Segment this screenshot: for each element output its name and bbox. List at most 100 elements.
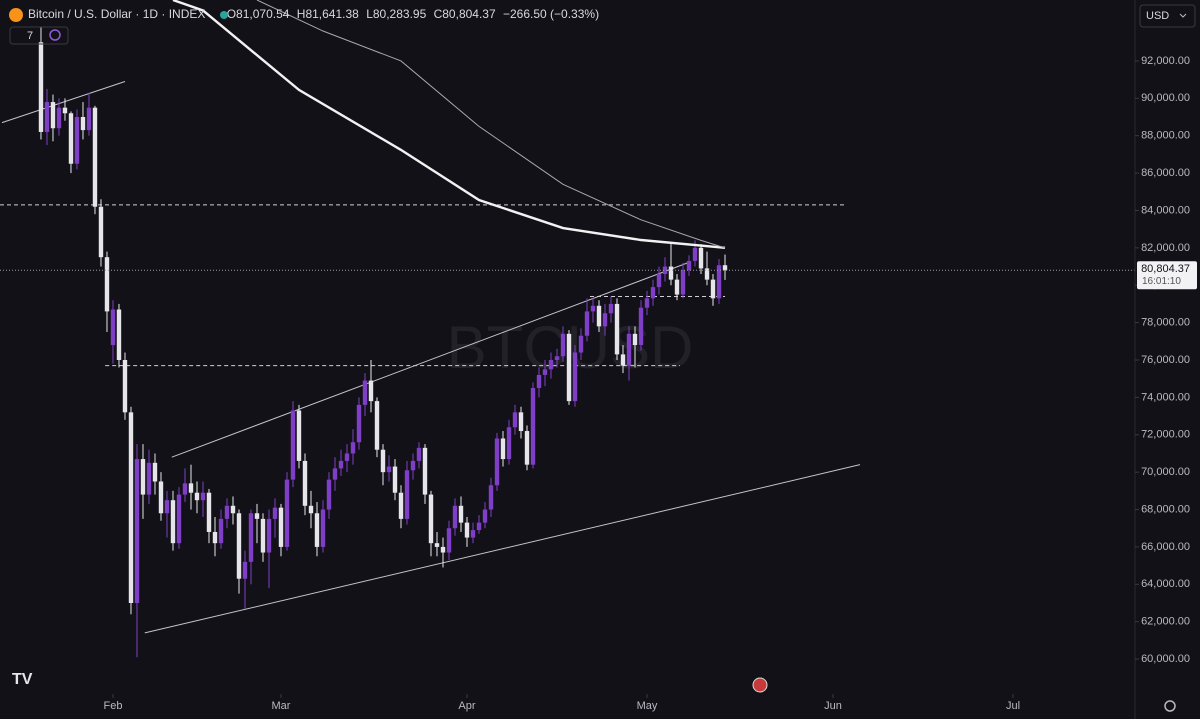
candle-body (686, 260, 692, 271)
candle-body (164, 500, 170, 514)
candle-body (392, 466, 398, 493)
candle-body (188, 483, 194, 493)
candle-body (512, 412, 518, 428)
candle-body (470, 530, 476, 538)
candle-body (698, 247, 704, 269)
candle-body (626, 333, 632, 366)
indicator-icon[interactable] (49, 29, 61, 41)
candle-body (560, 333, 566, 357)
countdown: 16:01:10 (1142, 276, 1181, 287)
candle-body (230, 505, 236, 514)
candle-body (578, 335, 584, 353)
candle-body (476, 522, 482, 531)
candle-body (272, 507, 278, 519)
candle-body (404, 470, 410, 519)
candle-body (452, 505, 458, 529)
x-tick-label: Mar (272, 700, 291, 712)
candle-body (398, 492, 404, 519)
candle-body (368, 380, 374, 402)
candle-body (320, 509, 326, 547)
candle-body (674, 279, 680, 295)
candle-body (548, 360, 554, 370)
candle-body (602, 313, 608, 327)
candle-body (68, 113, 74, 164)
currency-select[interactable] (1139, 4, 1196, 28)
candle-body (56, 107, 62, 129)
event-flag[interactable] (752, 677, 768, 693)
candle-body (704, 268, 710, 280)
last-price-label: 80,804.37 (1141, 263, 1190, 275)
indicator-toggle[interactable] (9, 26, 69, 45)
candle-body (212, 531, 218, 544)
y-tick-label: 84,000.00 (1141, 204, 1190, 216)
candle-body (488, 485, 494, 510)
candle-body (572, 352, 578, 402)
candle-body (434, 543, 440, 547)
y-tick-label: 60,000.00 (1141, 653, 1190, 665)
candle-body (326, 479, 332, 510)
candle-body (134, 459, 140, 603)
candle-body (260, 518, 266, 553)
candle-body (92, 107, 98, 207)
candle-body (122, 360, 128, 413)
trendline (1, 81, 126, 124)
dropdown-arrow (1179, 13, 1187, 18)
y-tick-label: 74,000.00 (1141, 391, 1190, 403)
y-tick-label: 66,000.00 (1141, 541, 1190, 553)
y-tick-label: 76,000.00 (1141, 354, 1190, 366)
candle-body (44, 102, 50, 132)
candle-body (116, 309, 122, 360)
y-tick-label: 64,000.00 (1141, 578, 1190, 590)
ohlc-open: O81,070.54 (227, 7, 290, 21)
candle-body (248, 513, 254, 562)
candle-body (110, 309, 116, 346)
candle-body (362, 380, 368, 405)
candle-body (530, 388, 536, 465)
candle-body (236, 513, 242, 579)
change: −266.50 (−0.33%) (503, 7, 599, 21)
candle-body (692, 247, 698, 261)
candle-body (140, 459, 146, 495)
y-tick-label: 82,000.00 (1141, 242, 1190, 254)
candle-body (632, 333, 638, 346)
ohlc-high: H81,641.38 (297, 7, 359, 21)
candle-body (518, 412, 524, 432)
candle-body (464, 522, 470, 538)
candle-body (590, 305, 596, 312)
candle-body (656, 274, 662, 288)
y-tick-label: 92,000.00 (1141, 55, 1190, 67)
x-tick-label: May (637, 700, 658, 712)
candle-body (584, 311, 590, 336)
candle-body (146, 462, 152, 495)
last-price-box (1137, 261, 1197, 290)
trendline (171, 261, 691, 458)
y-tick-label: 72,000.00 (1141, 429, 1190, 441)
settings-icon[interactable] (1164, 700, 1176, 712)
ohlc-low: L80,283.95 (366, 7, 426, 21)
candle-body (182, 483, 188, 495)
candle-body (554, 356, 560, 360)
candle-body (638, 307, 644, 346)
candle-body (710, 279, 716, 299)
candle-body (620, 354, 626, 366)
candle-body (380, 449, 386, 473)
indicator-count[interactable]: 7 (27, 30, 33, 42)
market-status (220, 11, 228, 19)
candle-body (218, 518, 224, 544)
y-tick-label: 62,000.00 (1141, 616, 1190, 628)
symbol-title: Bitcoin / U.S. Dollar · 1D · INDEX (28, 7, 205, 21)
candle-body (386, 466, 392, 473)
candle-body (524, 431, 530, 465)
candle-body (500, 438, 506, 460)
y-tick-label: 68,000.00 (1141, 503, 1190, 515)
candle-body (80, 117, 86, 131)
candle-body (74, 117, 80, 164)
candle-body (608, 303, 614, 314)
candle-body (644, 298, 650, 308)
currency[interactable]: USD (1146, 10, 1169, 22)
candle-body (542, 369, 548, 375)
candle-body (668, 266, 674, 280)
coin-icon (9, 8, 23, 22)
candle-body (86, 107, 92, 131)
